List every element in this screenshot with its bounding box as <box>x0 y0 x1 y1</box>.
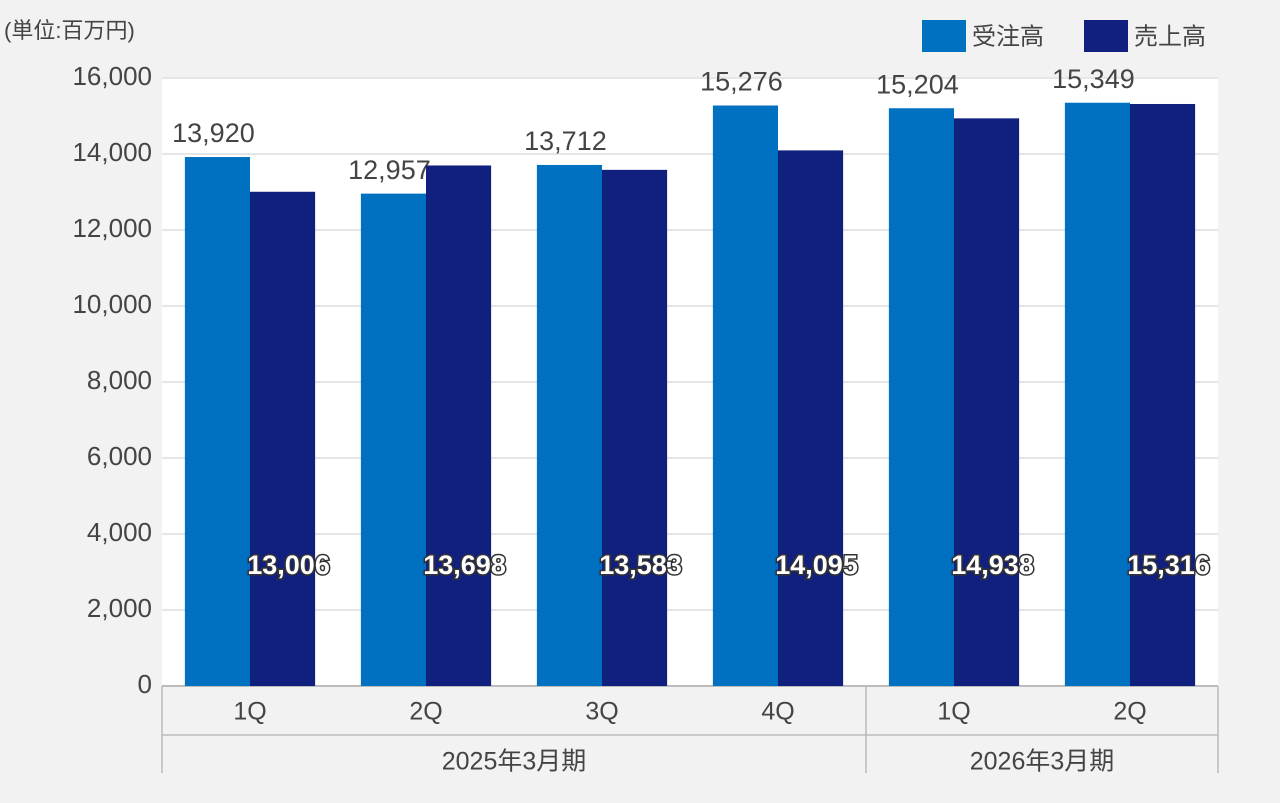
bar <box>250 191 316 686</box>
bar <box>536 164 602 687</box>
bar <box>1064 102 1130 687</box>
value-label: 13,006 <box>247 550 330 580</box>
x-tick-label: 1Q <box>233 698 266 726</box>
x-tick-label: 2Q <box>1113 698 1146 726</box>
value-label: 13,712 <box>524 126 607 156</box>
legend-swatch <box>1084 20 1128 52</box>
value-label: 15,316 <box>1127 550 1210 580</box>
y-tick-label: 16,000 <box>72 61 152 91</box>
bar <box>778 150 844 686</box>
bar <box>360 193 426 686</box>
bar <box>426 165 492 686</box>
y-tick-label: 6,000 <box>87 441 152 471</box>
legend-label: 受注高 <box>972 23 1044 50</box>
value-label: 13,920 <box>172 118 255 148</box>
x-tick-label: 2Q <box>409 698 442 726</box>
x-tick-label: 3Q <box>585 698 618 726</box>
unit-label: (単位:百万円) <box>4 18 135 43</box>
value-label: 15,276 <box>700 67 783 97</box>
x-tick-label: 4Q <box>761 698 794 726</box>
y-tick-label: 8,000 <box>87 365 152 395</box>
y-tick-label: 10,000 <box>72 289 152 319</box>
group-label: 2026年3月期 <box>970 748 1115 776</box>
group-label: 2025年3月期 <box>442 748 587 776</box>
legend-label: 売上高 <box>1134 23 1206 50</box>
value-label: 15,349 <box>1052 64 1135 94</box>
y-tick-label: 2,000 <box>87 593 152 623</box>
bar <box>888 108 954 687</box>
bar <box>602 169 668 686</box>
value-label: 13,698 <box>423 550 506 580</box>
bar <box>184 157 250 687</box>
bar <box>712 105 778 686</box>
value-label: 14,938 <box>951 550 1034 580</box>
y-tick-label: 14,000 <box>72 137 152 167</box>
value-label: 14,095 <box>775 550 858 580</box>
value-label: 12,957 <box>348 155 431 185</box>
bar <box>1130 103 1196 686</box>
value-label: 13,583 <box>599 550 682 580</box>
y-tick-label: 0 <box>138 669 152 699</box>
y-tick-label: 4,000 <box>87 517 152 547</box>
value-label: 15,204 <box>876 69 959 99</box>
bar <box>954 118 1020 686</box>
y-tick-label: 12,000 <box>72 213 152 243</box>
x-tick-label: 1Q <box>937 698 970 726</box>
legend-swatch <box>922 20 966 52</box>
